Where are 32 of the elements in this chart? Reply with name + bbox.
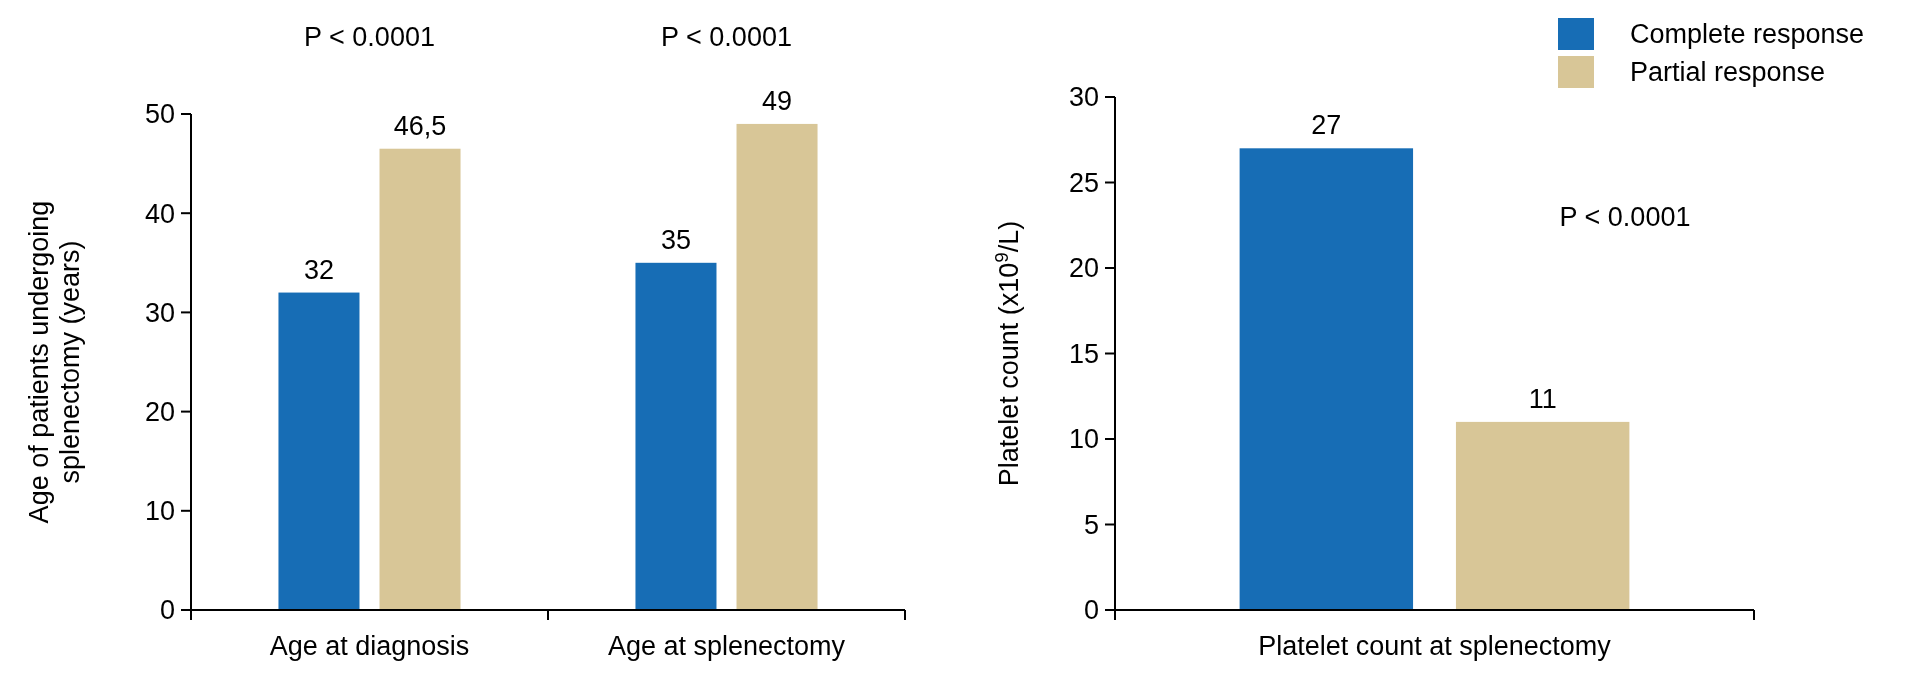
y-axis-title: Age of patients undergoing splenectomy (years) <box>24 200 86 524</box>
y-tick-label: 0 <box>159 595 175 626</box>
y-tick-label: 50 <box>144 99 175 130</box>
legend-label: Partial response <box>1630 57 1826 88</box>
y-tick-label: 10 <box>144 496 175 527</box>
y-tick-label: 40 <box>144 198 175 229</box>
text: 46,5 <box>393 110 447 141</box>
y-tick-label: 30 <box>144 297 175 328</box>
y-tick-label: 20 <box>1068 253 1099 284</box>
text: P < 0.0001 <box>661 22 792 52</box>
y-tick-label: 10 <box>1068 424 1099 455</box>
legend-label: Complete response <box>1630 19 1865 50</box>
x-tick-label: Age at diagnosis <box>269 631 470 661</box>
bar <box>278 292 360 610</box>
x-tick-label: Age at splenectomy <box>607 631 846 661</box>
y-tick-label: 25 <box>1068 167 1099 198</box>
data-label: 27 <box>1311 110 1342 141</box>
y-tick-label: 5 <box>1083 509 1099 540</box>
bar <box>736 123 818 610</box>
annotation: P < 0.0001 <box>1559 202 1691 232</box>
text: 49 <box>762 85 793 116</box>
text: P < 0.0001 <box>304 22 435 52</box>
y-tick-label: 0 <box>1083 595 1099 626</box>
data-label: 11 <box>1528 383 1557 414</box>
text: 32 <box>303 254 334 285</box>
y-tick-label: 20 <box>144 397 175 428</box>
bar <box>379 148 461 610</box>
y-tick-label: 30 <box>1068 82 1099 113</box>
y-tick-label: 15 <box>1068 338 1099 369</box>
text: 35 <box>660 224 691 255</box>
x-tick-label: Platelet count at splenectomy <box>1258 631 1612 661</box>
bar <box>635 262 717 610</box>
